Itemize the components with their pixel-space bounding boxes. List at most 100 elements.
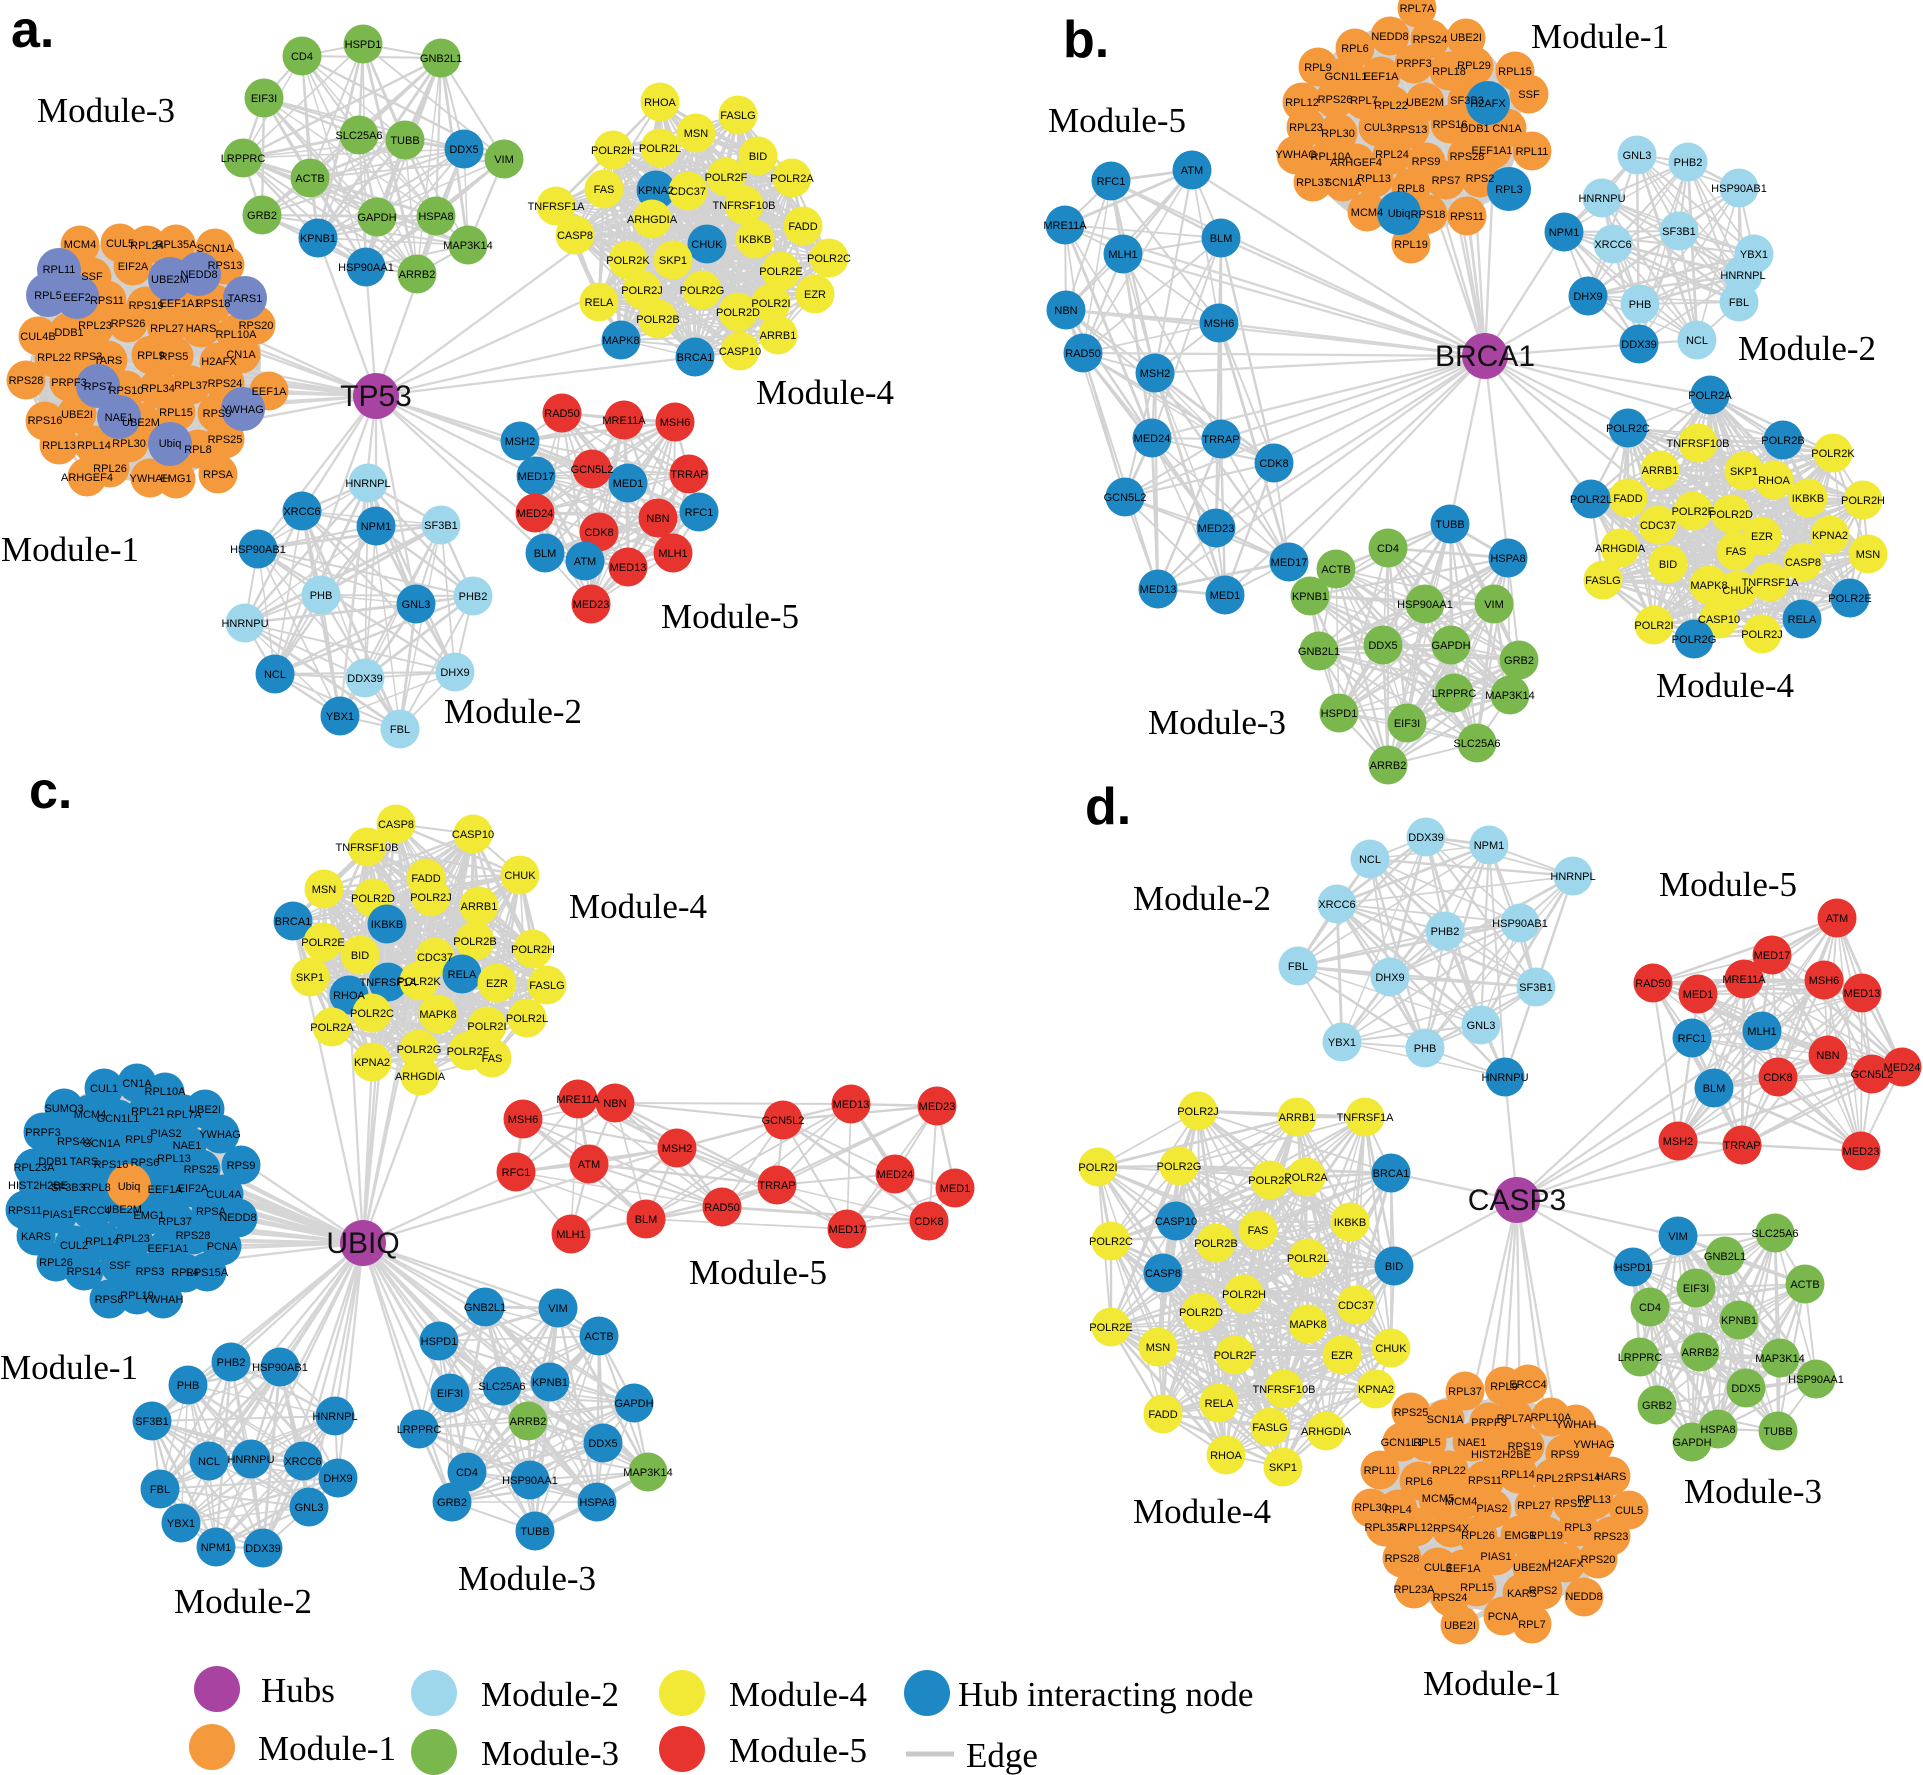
- svg-text:YWHAG: YWHAG: [1573, 1439, 1615, 1451]
- svg-text:CASP10: CASP10: [1698, 614, 1740, 626]
- svg-text:RFC1: RFC1: [685, 507, 714, 519]
- svg-text:DDX39: DDX39: [1621, 339, 1656, 351]
- svg-text:ARHGEF4: ARHGEF4: [1330, 157, 1382, 169]
- svg-text:TNFRSF1A: TNFRSF1A: [528, 201, 586, 213]
- svg-text:ATM: ATM: [1826, 913, 1848, 925]
- svg-text:RPL13: RPL13: [1357, 173, 1391, 185]
- svg-text:RPS13: RPS13: [208, 260, 243, 272]
- svg-text:RPS8: RPS8: [95, 1294, 124, 1306]
- svg-text:HNRNPU: HNRNPU: [1481, 1072, 1528, 1084]
- svg-text:EEF1A: EEF1A: [1364, 71, 1400, 83]
- svg-text:GRB2: GRB2: [1642, 1400, 1672, 1412]
- svg-text:CD4: CD4: [1639, 1302, 1661, 1314]
- svg-text:MED13: MED13: [1844, 988, 1881, 1000]
- svg-text:RFC1: RFC1: [1097, 176, 1126, 188]
- svg-text:POLR2G: POLR2G: [680, 285, 725, 297]
- svg-text:POLR2D: POLR2D: [1179, 1307, 1223, 1319]
- svg-text:FASLG: FASLG: [1585, 575, 1620, 587]
- svg-text:SCN1A: SCN1A: [1427, 1414, 1464, 1426]
- svg-text:GCN1L1: GCN1L1: [1325, 71, 1368, 83]
- svg-text:EZR: EZR: [804, 289, 826, 301]
- svg-text:RPL8: RPL8: [83, 1182, 111, 1194]
- svg-text:MAP3K14: MAP3K14: [443, 240, 493, 252]
- svg-text:HSPA8: HSPA8: [1490, 553, 1525, 565]
- svg-text:GNB2L1: GNB2L1: [1298, 646, 1340, 658]
- svg-text:SKP1: SKP1: [1269, 1462, 1297, 1474]
- svg-text:ARHGDIA: ARHGDIA: [627, 214, 678, 226]
- svg-text:Module-2: Module-2: [174, 1582, 312, 1621]
- svg-text:POLR2J: POLR2J: [1177, 1106, 1219, 1118]
- svg-text:MLH1: MLH1: [556, 1229, 585, 1241]
- svg-text:TRRAP: TRRAP: [670, 469, 707, 481]
- svg-text:TNFRSF10B: TNFRSF10B: [713, 200, 776, 212]
- svg-text:MCM4: MCM4: [1351, 207, 1383, 219]
- svg-text:KPNB1: KPNB1: [300, 233, 336, 245]
- svg-text:CDC37: CDC37: [1640, 520, 1676, 532]
- svg-text:BRCA1: BRCA1: [1373, 1168, 1410, 1180]
- svg-text:RPS28: RPS28: [9, 375, 44, 387]
- svg-text:MED17: MED17: [518, 471, 555, 483]
- svg-text:CASP10: CASP10: [1155, 1216, 1197, 1228]
- svg-text:MED1: MED1: [613, 478, 644, 490]
- svg-text:HNRNPU: HNRNPU: [227, 1454, 274, 1466]
- svg-text:HSP90AB1: HSP90AB1: [230, 544, 286, 556]
- svg-text:HARS: HARS: [1596, 1471, 1627, 1483]
- svg-text:TNFRSF1A: TNFRSF1A: [1742, 577, 1800, 589]
- svg-text:GNL3: GNL3: [1623, 150, 1652, 162]
- svg-text:RPL30: RPL30: [1321, 128, 1355, 140]
- svg-text:CUL4A: CUL4A: [206, 1189, 242, 1201]
- svg-text:Module-1: Module-1: [1423, 1664, 1561, 1703]
- svg-text:NBN: NBN: [646, 513, 669, 525]
- svg-text:SKP1: SKP1: [659, 255, 687, 267]
- svg-text:NEDD8: NEDD8: [1371, 31, 1408, 43]
- svg-text:Hubs: Hubs: [261, 1671, 335, 1710]
- svg-text:GNL3: GNL3: [1467, 1020, 1496, 1032]
- svg-text:RPS11: RPS11: [1468, 1475, 1502, 1487]
- svg-text:YBX1: YBX1: [1328, 1037, 1356, 1049]
- svg-text:RPL9: RPL9: [1304, 62, 1332, 74]
- svg-text:XRCC6: XRCC6: [284, 1456, 321, 1468]
- svg-text:HSPD1: HSPD1: [1615, 1262, 1652, 1274]
- svg-text:SCN1A: SCN1A: [1325, 177, 1362, 189]
- svg-text:FADD: FADD: [411, 873, 440, 885]
- svg-text:KPNB1: KPNB1: [1292, 591, 1328, 603]
- svg-text:BLM: BLM: [534, 548, 557, 560]
- svg-text:HSP90AB1: HSP90AB1: [1711, 183, 1767, 195]
- svg-text:MAPK8: MAPK8: [602, 335, 639, 347]
- svg-text:Module-3: Module-3: [1148, 703, 1286, 742]
- svg-text:RPS14: RPS14: [1566, 1472, 1601, 1484]
- svg-text:RPS3: RPS3: [136, 1266, 165, 1278]
- svg-text:RPS9: RPS9: [227, 1160, 256, 1172]
- svg-text:MRE11A: MRE11A: [556, 1094, 600, 1106]
- svg-text:RPS2: RPS2: [1529, 1585, 1558, 1597]
- svg-text:FASLG: FASLG: [720, 110, 755, 122]
- svg-text:RPL19: RPL19: [1394, 239, 1428, 251]
- svg-text:CDK8: CDK8: [1763, 1072, 1792, 1084]
- svg-text:RPS10: RPS10: [109, 385, 144, 397]
- svg-text:HARS: HARS: [186, 323, 217, 335]
- svg-text:HIST2H2BE: HIST2H2BE: [1471, 1449, 1531, 1461]
- svg-text:PRPF3: PRPF3: [1471, 1417, 1506, 1429]
- svg-text:POLR2C: POLR2C: [350, 1008, 394, 1020]
- svg-text:GRB2: GRB2: [437, 1497, 467, 1509]
- svg-text:POLR2F: POLR2F: [705, 172, 748, 184]
- svg-text:UBE2I: UBE2I: [189, 1104, 221, 1116]
- svg-text:MED17: MED17: [1271, 557, 1308, 569]
- svg-text:RPS26: RPS26: [1318, 94, 1353, 106]
- svg-text:SLC25A6: SLC25A6: [478, 1381, 525, 1393]
- svg-text:EIF3I: EIF3I: [437, 1388, 463, 1400]
- svg-text:RPL11: RPL11: [1516, 146, 1549, 158]
- svg-text:RPS9: RPS9: [203, 408, 232, 420]
- svg-text:MED13: MED13: [833, 1099, 870, 1111]
- svg-text:BLM: BLM: [635, 1214, 658, 1226]
- svg-text:CHUK: CHUK: [1722, 585, 1754, 597]
- svg-text:a.: a.: [11, 1, 54, 59]
- svg-text:H2AFX: H2AFX: [1470, 98, 1506, 110]
- svg-text:PCNA: PCNA: [207, 1241, 238, 1253]
- svg-text:RPS2: RPS2: [1466, 173, 1495, 185]
- svg-text:FAS: FAS: [482, 1053, 503, 1065]
- svg-text:NBN: NBN: [603, 1098, 626, 1110]
- svg-text:H2AFX: H2AFX: [201, 356, 237, 368]
- svg-text:ARRB1: ARRB1: [461, 901, 498, 913]
- svg-text:POLR2A: POLR2A: [310, 1022, 354, 1034]
